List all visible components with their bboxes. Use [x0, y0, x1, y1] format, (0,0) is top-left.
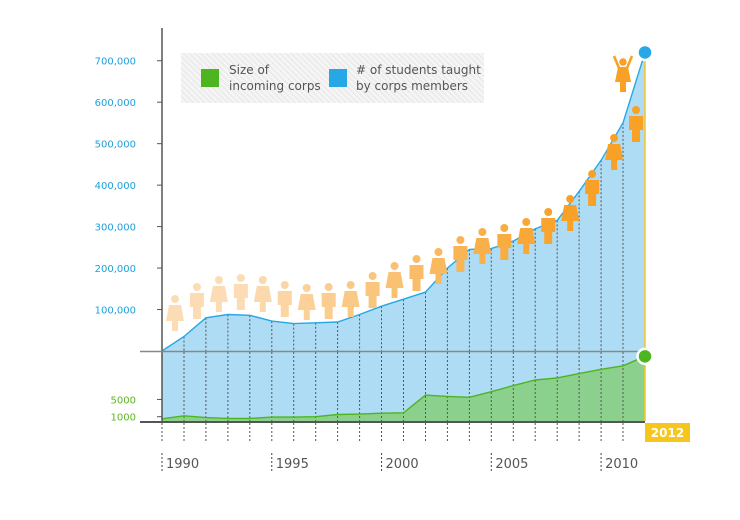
person-icon	[429, 248, 448, 284]
person-head	[619, 58, 627, 66]
person-icon	[409, 255, 424, 291]
person-body	[385, 272, 404, 298]
person-arm	[612, 55, 621, 69]
person-body	[166, 305, 184, 331]
person-head	[324, 283, 333, 291]
upper-tick-label: 200,000	[95, 264, 136, 275]
year-label: 2005	[495, 457, 528, 472]
person-head	[302, 284, 311, 292]
students-area-fill	[162, 52, 645, 422]
year-label: 1990	[166, 457, 199, 472]
person-body	[189, 293, 204, 319]
person-icon	[365, 272, 380, 308]
person-head	[588, 170, 597, 178]
person-head	[522, 218, 531, 226]
year-label: 2010	[605, 457, 638, 472]
person-icon	[629, 106, 644, 142]
person-icon	[385, 262, 404, 298]
person-head	[456, 236, 465, 244]
person-icon	[453, 236, 468, 272]
legend-swatch-students	[329, 69, 347, 87]
person-arm	[625, 55, 634, 69]
upper-tick-label: 300,000	[95, 223, 136, 234]
person-head	[346, 281, 355, 289]
person-body	[605, 144, 624, 170]
person-icon	[321, 283, 336, 319]
person-icon	[497, 224, 512, 260]
lower-tick-label: 1000	[111, 413, 136, 424]
person-head	[280, 281, 289, 289]
person-head	[632, 106, 641, 114]
corps-end-dot	[636, 347, 654, 366]
person-icon	[209, 276, 228, 312]
year-label: 1995	[276, 457, 309, 472]
end-label-text: 2012	[651, 426, 684, 440]
person-head	[258, 276, 267, 284]
lower-tick-label: 5000	[111, 395, 136, 406]
upper-tick-label: 600,000	[95, 98, 136, 109]
upper-tick-label: 500,000	[95, 140, 136, 151]
person-head	[236, 274, 245, 282]
person-body	[615, 67, 631, 92]
person-body	[497, 234, 512, 260]
person-head	[214, 276, 223, 284]
legend-label-corps: Size of incoming corps	[229, 63, 321, 93]
person-body	[253, 286, 272, 312]
legend-swatch-corps	[201, 69, 219, 87]
person-icon	[253, 276, 272, 312]
upper-tick-label: 700,000	[95, 57, 136, 68]
person-icon-cheering	[612, 55, 634, 92]
person-icon	[585, 170, 600, 206]
person-icon	[561, 195, 580, 231]
legend-label-students: # of students taught by corps members	[356, 63, 481, 93]
person-head	[434, 248, 443, 256]
person-body	[341, 291, 360, 317]
person-head	[610, 134, 619, 142]
person-body	[453, 246, 468, 272]
person-icon	[297, 284, 316, 320]
person-body	[365, 282, 380, 308]
person-icon	[541, 208, 556, 244]
person-head	[544, 208, 553, 216]
person-body	[561, 205, 580, 231]
corps-area-fill	[162, 356, 645, 421]
person-icon	[166, 295, 184, 331]
students-end-dot	[636, 43, 654, 62]
legend: Size of incoming corps # of students tau…	[181, 53, 484, 103]
person-icon	[605, 134, 624, 170]
person-head	[500, 224, 509, 232]
person-head	[566, 195, 575, 203]
person-body	[409, 265, 424, 291]
person-body	[321, 293, 336, 319]
person-head	[478, 228, 487, 236]
person-icon	[277, 281, 292, 317]
person-head	[192, 283, 201, 291]
person-icon	[189, 283, 204, 319]
person-body	[429, 258, 448, 284]
person-body	[233, 284, 248, 310]
person-icon	[473, 228, 492, 264]
end-label-box	[645, 423, 690, 442]
person-head	[412, 255, 421, 263]
person-icon	[233, 274, 248, 310]
person-icon	[341, 281, 360, 317]
person-body	[277, 291, 292, 317]
person-body	[297, 294, 316, 320]
person-body	[629, 116, 644, 142]
person-body	[473, 238, 492, 264]
person-body	[541, 218, 556, 244]
person-head	[368, 272, 377, 280]
corps-line	[161, 355, 646, 420]
person-head	[171, 295, 179, 303]
upper-tick-label: 100,000	[95, 306, 136, 317]
person-body	[517, 228, 536, 254]
year-label: 2000	[386, 457, 419, 472]
person-icon	[517, 218, 536, 254]
person-body	[209, 286, 228, 312]
upper-tick-label: 400,000	[95, 181, 136, 192]
person-head	[390, 262, 399, 270]
person-body	[585, 180, 600, 206]
